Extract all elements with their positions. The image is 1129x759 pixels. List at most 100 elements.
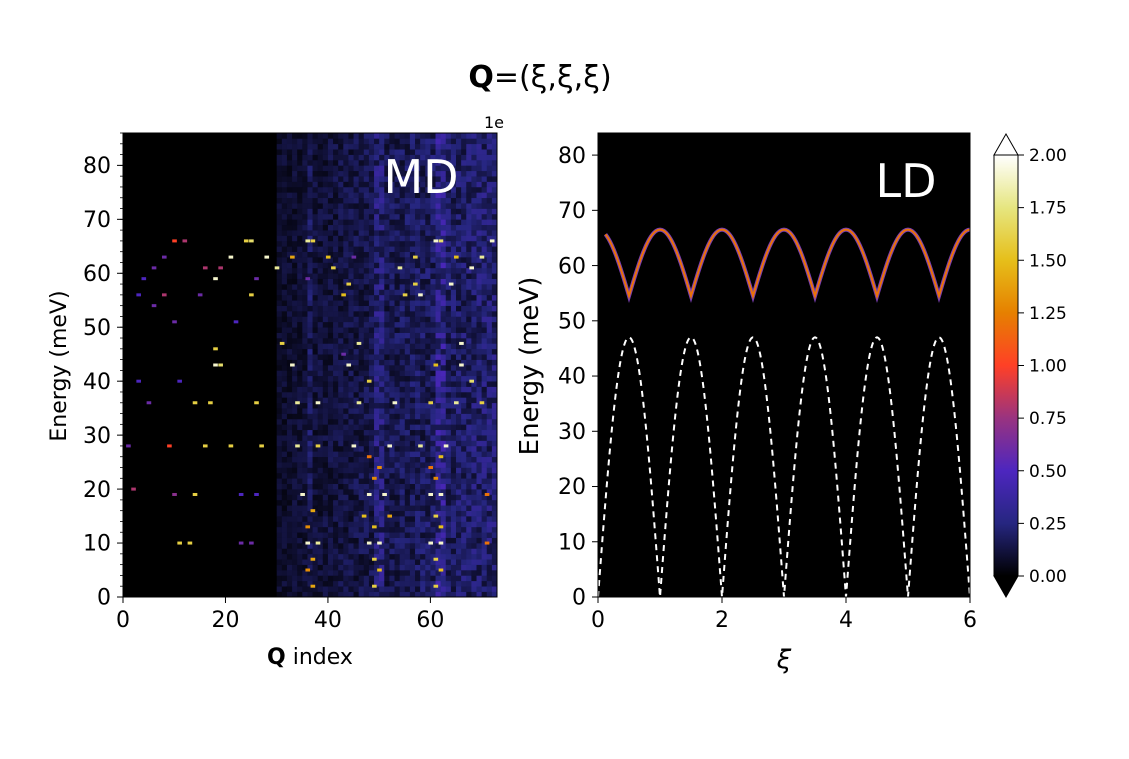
md-noise-cell [409, 186, 416, 193]
md-noise-cell [476, 456, 483, 463]
md-noise-cell [338, 305, 344, 312]
md-noise-cell [450, 435, 457, 441]
md-noise-cell [476, 386, 483, 393]
md-noise-cell [368, 424, 375, 431]
md-noise-cell [317, 494, 324, 501]
md-noise-cell [312, 170, 319, 177]
md-noise-cell [322, 321, 329, 328]
md-noise-cell [322, 526, 329, 533]
md-noise-cell [363, 251, 370, 258]
md-noise-cell [399, 386, 406, 393]
md-noise-cell [450, 494, 457, 501]
md-noise-cell [292, 435, 298, 441]
md-noise-cell [358, 489, 365, 495]
md-noise-cell [307, 170, 313, 177]
md-noise-cell [420, 176, 426, 182]
md-noise-cell [363, 327, 370, 333]
md-noise-cell [322, 154, 329, 161]
md-noise-cell [276, 343, 283, 350]
md-noise-cell [292, 413, 298, 420]
md-noise-cell [374, 219, 380, 226]
md-noise-cell [389, 397, 395, 404]
md-noise-cell [384, 532, 390, 538]
md-noise-cell [430, 456, 436, 463]
md-noise-cell [430, 348, 436, 355]
md-noise-cell [312, 494, 319, 501]
md-noise-cell [399, 445, 406, 452]
md-noise-cell [461, 429, 467, 436]
md-noise-cell [404, 521, 411, 528]
md-noise-cell [379, 365, 385, 371]
md-noise-cell [286, 230, 293, 236]
md-noise-cell [292, 332, 298, 339]
md-noise-cell [312, 159, 319, 166]
md-noise-cell [450, 176, 457, 182]
md-noise-cell [440, 305, 447, 312]
md-noise-cell [353, 483, 360, 490]
md-noise-cell [348, 591, 354, 597]
md-noise-cell [302, 483, 308, 490]
md-noise-cell [435, 505, 442, 511]
md-noise-cell [389, 311, 395, 317]
md-noise-cell [333, 408, 339, 414]
md-feature-mark [192, 492, 198, 496]
md-noise-cell [430, 154, 436, 161]
md-noise-cell [394, 133, 401, 139]
md-noise-cell [450, 235, 457, 242]
md-noise-cell [292, 591, 298, 597]
md-noise-cell [368, 537, 375, 544]
md-noise-cell [286, 499, 293, 506]
md-noise-cell [481, 181, 488, 188]
md-noise-cell [466, 149, 472, 155]
md-noise-cell [358, 386, 365, 393]
md-noise-cell [389, 262, 395, 269]
md-noise-cell [353, 327, 360, 333]
md-noise-cell [440, 564, 447, 571]
md-noise-cell [415, 537, 421, 544]
md-noise-cell [399, 483, 406, 490]
md-noise-cell [343, 489, 349, 495]
md-noise-cell [353, 176, 360, 182]
md-noise-cell [327, 521, 334, 528]
md-noise-cell [415, 381, 421, 387]
md-noise-cell [281, 391, 288, 398]
md-noise-cell [389, 176, 395, 182]
md-noise-cell [317, 338, 324, 344]
md-noise-cell [297, 391, 303, 398]
md-noise-cell [450, 397, 457, 404]
md-noise-cell [312, 143, 319, 150]
md-noise-cell [461, 440, 467, 447]
md-noise-cell [297, 230, 303, 236]
md-noise-cell [286, 505, 293, 511]
md-noise-cell [461, 159, 467, 166]
md-noise-cell [445, 543, 452, 549]
md-noise-cell [292, 203, 298, 209]
md-noise-cell [486, 408, 493, 414]
md-noise-cell [317, 208, 324, 215]
md-noise-cell [317, 440, 324, 447]
md-noise-cell [415, 230, 421, 236]
md-noise-cell [456, 591, 462, 597]
md-noise-cell [281, 499, 288, 506]
md-noise-cell [327, 375, 334, 382]
md-noise-cell [297, 456, 303, 463]
md-noise-cell [456, 575, 462, 582]
md-noise-cell [404, 359, 411, 366]
md-noise-cell [333, 246, 339, 252]
md-noise-cell [466, 456, 472, 463]
md-noise-cell [302, 240, 308, 247]
md-noise-cell [450, 154, 457, 161]
md-noise-cell [379, 526, 385, 533]
md-noise-cell [302, 499, 308, 506]
md-noise-cell [491, 580, 497, 587]
md-feature-mark [197, 293, 203, 297]
md-noise-cell [368, 575, 375, 582]
md-noise-cell [409, 321, 416, 328]
md-noise-cell [327, 267, 334, 274]
md-noise-cell [297, 138, 303, 145]
md-noise-cell [286, 365, 293, 371]
md-noise-cell [409, 192, 416, 199]
md-noise-cell [461, 219, 467, 226]
md-noise-cell [281, 397, 288, 404]
md-noise-cell [445, 213, 452, 220]
